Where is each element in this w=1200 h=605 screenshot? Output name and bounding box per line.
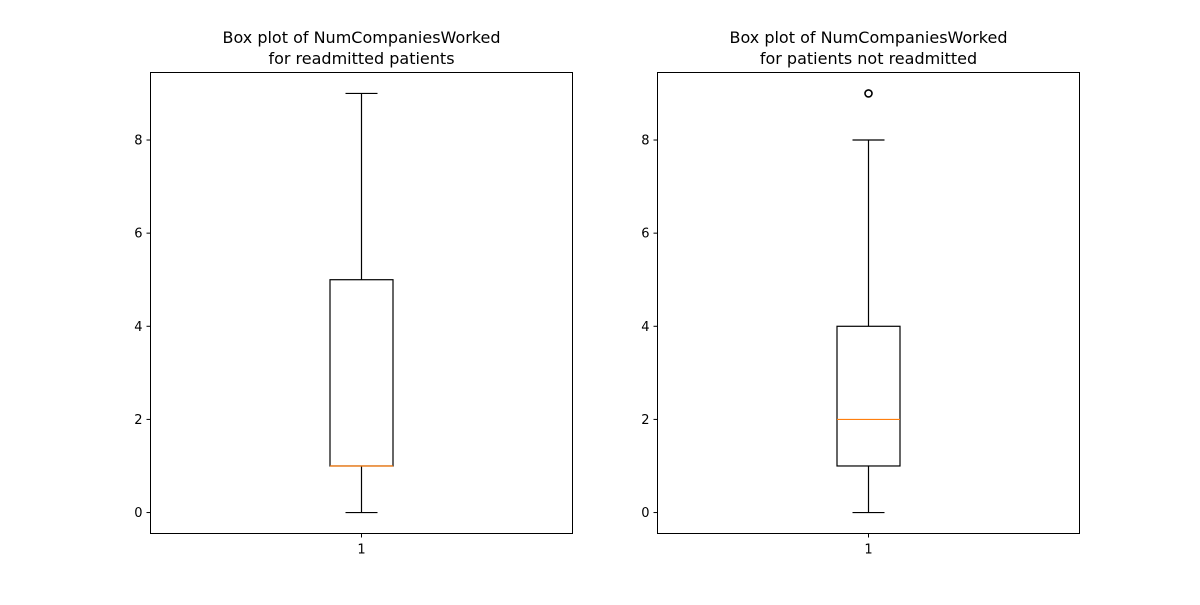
y-tick-label: 8 [641,134,649,149]
chart-title: Box plot of NumCompaniesWorked for patien… [730,28,1008,68]
y-tick-label: 0 [641,506,649,521]
axes-frame [657,72,1080,534]
x-tick-label: 1 [864,543,872,558]
box [836,325,901,467]
x-tick-label: 1 [357,543,365,558]
y-tick-label: 8 [134,134,142,149]
y-tick-label: 2 [134,413,142,428]
y-tick-label: 2 [641,413,649,428]
chart-title-line: for patients not readmitted [760,49,977,68]
chart-panel-2: Box plot of NumCompaniesWorked for patien… [641,28,1080,558]
chart-title-line: Box plot of NumCompaniesWorked [730,28,1008,47]
y-tick-label: 4 [641,320,649,335]
box [329,279,394,467]
chart-title-line: Box plot of NumCompaniesWorked [223,28,501,47]
y-tick-label: 6 [641,227,649,242]
y-tick-label: 0 [134,506,142,521]
y-tick-label: 4 [134,320,142,335]
chart-title-line: for readmitted patients [268,49,454,68]
chart-title: Box plot of NumCompaniesWorked for readmi… [223,28,501,68]
chart-panel-1: Box plot of NumCompaniesWorked for readmi… [134,28,573,558]
outlier-point [864,89,873,98]
y-tick-label: 6 [134,227,142,242]
axes-frame [150,72,573,534]
